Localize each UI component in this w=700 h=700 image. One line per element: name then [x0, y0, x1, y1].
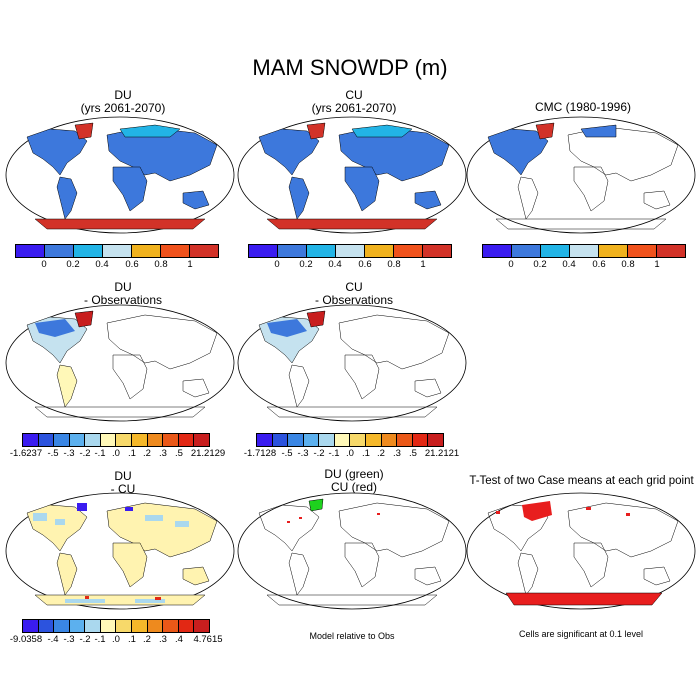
map-du-snowdepth [5, 116, 235, 234]
panel-1-title: DU (yrs 2061-2070) [3, 89, 243, 115]
colorbar-du-minus-obs-ticks: -1.6237 -.5 -.3 -.2 -.1.0.1.2.3.5 21.2129 [9, 448, 226, 459]
figure-title: MAM SNOWDP (m) [252, 55, 448, 80]
map-cu-minus-obs [237, 304, 467, 422]
map-cmc-snowdepth [466, 116, 696, 234]
colorbar-du [15, 244, 219, 258]
colorbar-cmc-ticks: 0 0.2 0.4 0.6 0.8 1 [508, 259, 660, 270]
panel-6-title-line2: - CU [110, 482, 136, 496]
map-cu-snowdepth [237, 116, 467, 234]
map-du-cu-vs-obs [237, 492, 467, 610]
panel-6-title: DU - CU [3, 470, 243, 496]
panel-7-title: DU (green) CU (red) [234, 468, 474, 494]
colorbar-cmc [482, 244, 686, 258]
note-significance-level: Cells are significant at 0.1 level [518, 629, 644, 639]
panel-7-title-line2: CU (red) [330, 480, 377, 494]
panel-4-title-line2: - Observations [83, 293, 163, 307]
colorbar-du-minus-cu [22, 619, 210, 633]
colorbar-cu-minus-obs [256, 433, 444, 447]
colorbar-cu [248, 244, 452, 258]
map-t-test-significance [466, 492, 696, 610]
panel-2-title-line2: (yrs 2061-2070) [311, 101, 397, 115]
panel-1-title-line1: DU [114, 88, 132, 102]
panel-2-title-line1: CU [345, 88, 363, 102]
map-du-minus-obs [5, 304, 235, 422]
colorbar-du-minus-cu-ticks: -9.0358 -.4 -.3 -.2 -.1.0.1.2.3.4 4.7615 [9, 634, 223, 645]
panel-5-title-line1: CU [345, 280, 363, 294]
panel-2-title: CU (yrs 2061-2070) [234, 89, 474, 115]
panel-5-title-line2: - Observations [314, 293, 394, 307]
panel-5-title: CU - Observations [234, 281, 474, 307]
panel-7-title-line1: DU (green) [324, 467, 384, 481]
map-du-minus-cu [5, 492, 235, 610]
panel-3-title-line1: CMC (1980-1996) [534, 100, 632, 114]
colorbar-cu-minus-obs-ticks: -1.7128 -.5 -.3 -.2 -.1.0.1.2.3.5 21.2121 [243, 448, 460, 459]
panel-4-title-line1: DU [114, 280, 132, 294]
panel-8-title-line1: T-Test of two Case means at each grid po… [469, 475, 694, 487]
colorbar-cu-ticks: 0 0.2 0.4 0.6 0.8 1 [274, 259, 426, 270]
panel-4-title: DU - Observations [3, 281, 243, 307]
colorbar-du-minus-obs [22, 433, 210, 447]
panel-8-title: T-Test of two Case means at each grid po… [463, 475, 700, 488]
panel-6-title-line1: DU [114, 469, 132, 483]
colorbar-du-ticks: 0 0.2 0.4 0.6 0.8 1 [41, 259, 193, 270]
panel-3-title: CMC (1980-1996) [463, 101, 700, 114]
panel-1-title-line2: (yrs 2061-2070) [80, 101, 166, 115]
note-model-relative-to-obs: Model relative to Obs [309, 631, 395, 641]
